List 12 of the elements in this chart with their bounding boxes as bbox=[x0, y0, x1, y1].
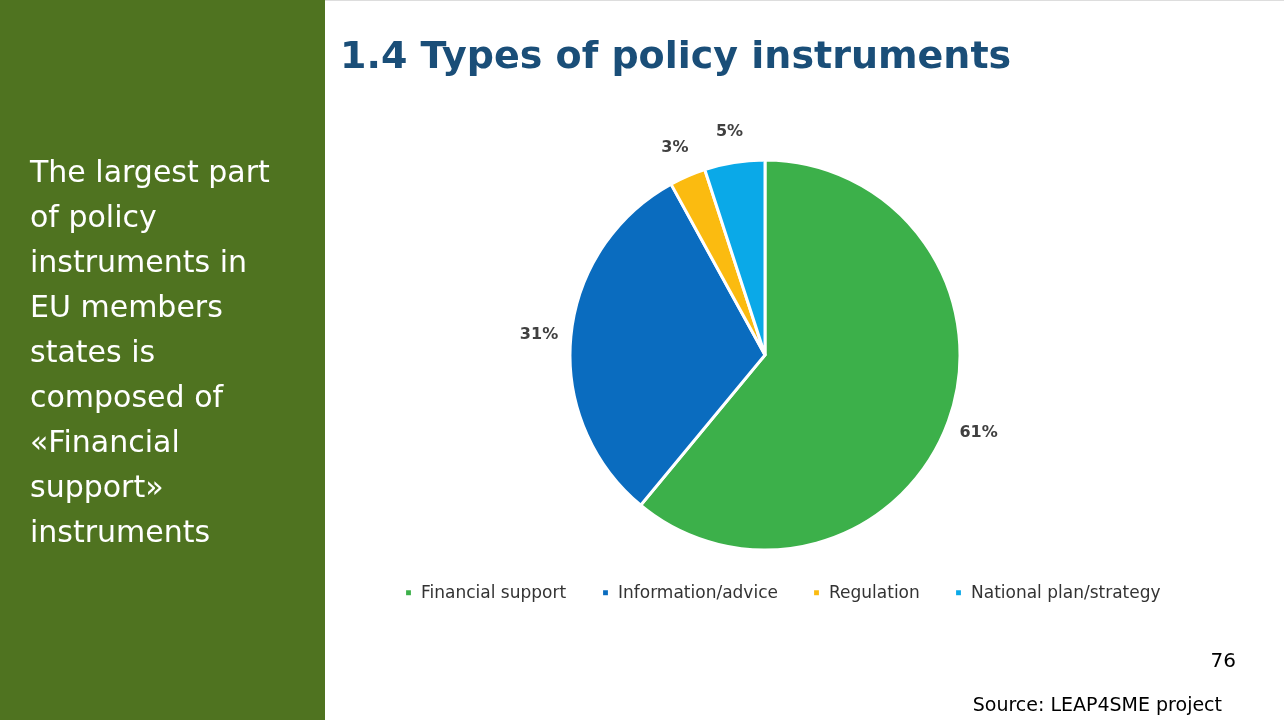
data-label: 3% bbox=[661, 136, 689, 156]
text: 76 bbox=[1210, 648, 1236, 672]
source-note: Source: LEAP4SME project bbox=[972, 693, 1222, 715]
data-label: 61% bbox=[959, 421, 998, 441]
legend-label: National plan/strategy bbox=[971, 581, 1161, 602]
chart-title: 1.4 Types of policy instruments bbox=[340, 33, 1012, 77]
data-label: 5% bbox=[715, 120, 744, 140]
legend-label: Information/advice bbox=[618, 581, 778, 602]
data-label: 31% bbox=[519, 323, 559, 343]
text: The largest part of policy instruments in EU members states is composed of «Financial support» instruments bbox=[30, 154, 270, 549]
legend-label: Financial support bbox=[421, 581, 567, 602]
legend-label: Regulation bbox=[829, 581, 920, 602]
